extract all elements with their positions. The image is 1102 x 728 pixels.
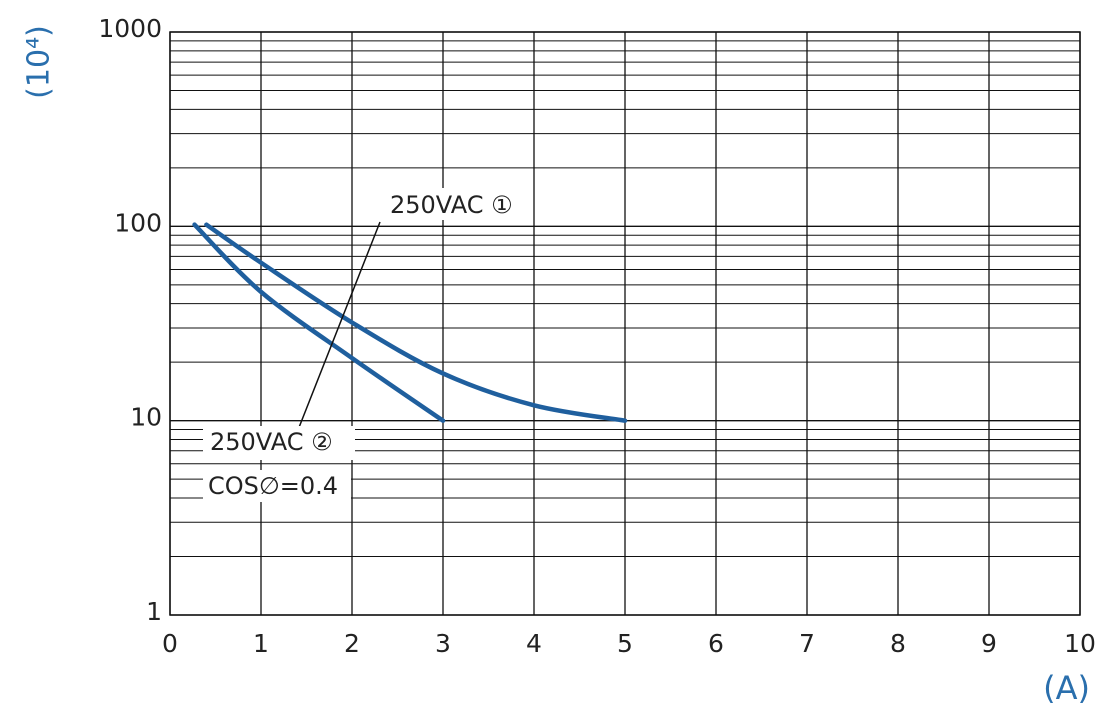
y-axis-label: (10⁴) [22,25,57,99]
x-tick-label: 0 [162,629,178,658]
x-tick-label: 4 [526,629,542,658]
label-box [384,188,530,220]
x-tick-label: 10 [1064,629,1096,658]
x-axis-label: (A) [1043,669,1090,707]
plot-frame [169,31,1081,616]
series-label: 250VAC ① [390,191,513,219]
x-tick-label: 7 [799,629,815,658]
leader-line [297,221,381,431]
y-tick-label: 1000 [98,14,162,43]
x-tick-label: 3 [435,629,451,658]
annotation: COS∅=0.4 [208,472,338,500]
x-tick-label: 6 [708,629,724,658]
series-label: 250VAC ② [210,428,333,456]
x-tick-label: 8 [890,629,906,658]
label-box [203,470,351,502]
x-tick-label: 2 [344,629,360,658]
y-tick-label: 100 [114,208,162,237]
label-box [203,426,355,460]
x-tick-label: 9 [981,629,997,658]
series-line [204,222,628,423]
x-tick-label: 5 [617,629,633,658]
x-tick-label: 1 [253,629,269,658]
series-line [192,222,446,423]
y-tick-label: 1 [146,597,162,626]
y-tick-label: 10 [130,403,162,432]
